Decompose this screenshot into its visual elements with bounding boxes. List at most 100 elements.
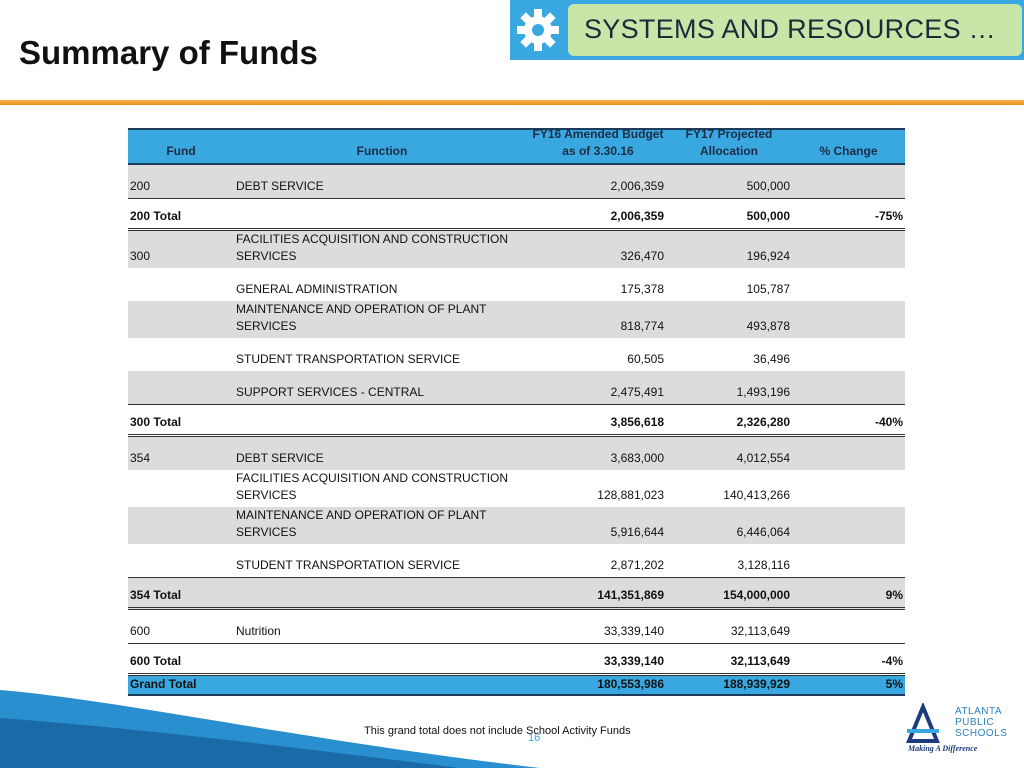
logo-line: ATLANTA [955,706,1003,717]
empty-cell [234,693,530,694]
cell: 200 Total [130,209,182,223]
cell: STUDENT TRANSPORTATION SERVICE [236,558,461,572]
banner-text: SYSTEMS AND RESOURCES … [584,14,996,44]
cell: 175,378 [620,282,664,296]
cell: Grand Total [130,677,197,691]
cell: 32,113,649 [730,624,790,638]
header-row: Fund Function FY16 Amended Budget as of 3.… [128,127,905,165]
cell: 5,916,644 [610,525,664,539]
empty-cell [792,467,905,470]
cell: 3,683,000 [610,451,664,465]
cell: MAINTENANCE AND OPERATION OF PLANT SERVI… [236,508,487,539]
data-row: 300 FACILITIES ACQUISITION AND CONSTRUCTI… [128,231,905,268]
cell: 3,856,618 [610,415,664,429]
cell: 2,006,359 [610,209,664,223]
cell: FACILITIES ACQUISITION AND CONSTRUCTION … [236,232,509,263]
cell: 154,000,000 [723,588,790,602]
empty-cell [792,640,905,643]
slide-title: Summary of Funds [19,34,318,71]
cell: 2,871,202 [610,558,664,572]
cell: MAINTENANCE AND OPERATION OF PLANT SERVI… [236,302,487,333]
funds-table: Fund Function FY16 Amended Budget as of 3.… [128,127,905,696]
empty-cell [128,368,234,371]
header-cell: FY17 Projected Allocation [685,127,773,158]
divider [0,100,1024,105]
cell: FACILITIES ACQUISITION AND CONSTRUCTION … [236,471,509,502]
logo [906,703,940,743]
empty-cell [792,265,905,268]
cell: 60,505 [627,352,664,366]
cell: 32,113,649 [730,654,790,668]
cell: 200 [130,179,151,193]
data-row: MAINTENANCE AND OPERATION OF PLANT SERVI… [128,507,905,544]
cell: 180,553,986 [597,677,664,691]
cell: 500,000 [746,179,790,193]
total-row: 600 Total 33,339,140 32,113,649 -4% [128,643,905,676]
empty-cell [234,431,530,434]
cell: -4% [881,654,903,668]
data-row: 600 Nutrition 33,339,140 32,113,649 [128,610,905,643]
banner-panel [568,4,1022,56]
cell: 5% [885,677,903,691]
cell: 300 [130,249,151,263]
empty-cell [234,225,530,228]
empty-cell [128,504,234,507]
data-row: MAINTENANCE AND OPERATION OF PLANT SERVI… [128,301,905,338]
cell: Nutrition [236,624,281,638]
logo-text: ATLANTA PUBLIC SCHOOLS [955,706,1007,739]
empty-cell [792,298,905,301]
cell: -75% [874,209,903,223]
data-row: 200 DEBT SERVICE 2,006,359 500,000 [128,165,905,198]
cell: 4,012,554 [736,451,790,465]
data-row: FACILITIES ACQUISITION AND CONSTRUCTION … [128,470,905,507]
data-row: 354 DEBT SERVICE 3,683,000 4,012,554 [128,437,905,470]
grand-total-row: Grand Total 180,553,986 188,939,929 5% [128,676,905,696]
empty-cell [234,670,530,673]
cell: STUDENT TRANSPORTATION SERVICE [236,352,461,366]
cell: 600 [130,624,151,638]
logo-tagline: Making A Difference [908,744,978,753]
empty-cell [234,604,530,607]
footnote: This grand total does not include School… [364,725,631,737]
logo-line: PUBLIC [955,717,995,728]
cell: 300 Total [130,415,182,429]
data-row: STUDENT TRANSPORTATION SERVICE 60,505 36,4… [128,338,905,371]
data-row: SUPPORT SERVICES - CENTRAL 2,475,491 1,493… [128,371,905,404]
cell: 33,339,140 [603,654,664,668]
page-number: 16 [528,732,541,744]
cell: 141,351,869 [597,588,664,602]
empty-cell [128,541,234,544]
cell: 6,446,064 [736,525,790,539]
cell: 2,326,280 [736,415,790,429]
empty-cell [128,401,234,404]
empty-cell [792,574,905,577]
cell: 188,939,929 [723,677,790,691]
cell: 326,470 [620,249,664,263]
empty-cell [128,335,234,338]
header-cell: FY16 Amended Budget as of 3.30.16 [532,127,664,158]
empty-cell [792,195,905,198]
cell: 1,493,196 [736,385,790,399]
cell: SUPPORT SERVICES - CENTRAL [236,385,425,399]
total-row: 300 Total 3,856,618 2,326,280 -40% [128,404,905,437]
cell: 3,128,116 [737,558,791,572]
cell: 128,881,023 [597,488,664,502]
empty-cell [792,335,905,338]
cell: 493,878 [746,319,790,333]
cell: 140,413,266 [723,488,790,502]
cell: 354 [130,451,151,465]
header-cell: % Change [819,144,878,158]
header-cell: Fund [166,144,196,158]
corner-decor [0,690,540,768]
cell: 500,000 [746,209,790,223]
empty-cell [792,401,905,404]
cell: 2,475,491 [610,385,664,399]
total-row: 354 Total 141,351,869 154,000,000 9% [128,577,905,610]
cell: 196,924 [746,249,790,263]
cell: -40% [874,415,903,429]
cell: 818,774 [620,319,664,333]
gear-icon [517,9,559,51]
cell: 600 Total [130,654,182,668]
logo-line: SCHOOLS [955,728,1008,739]
